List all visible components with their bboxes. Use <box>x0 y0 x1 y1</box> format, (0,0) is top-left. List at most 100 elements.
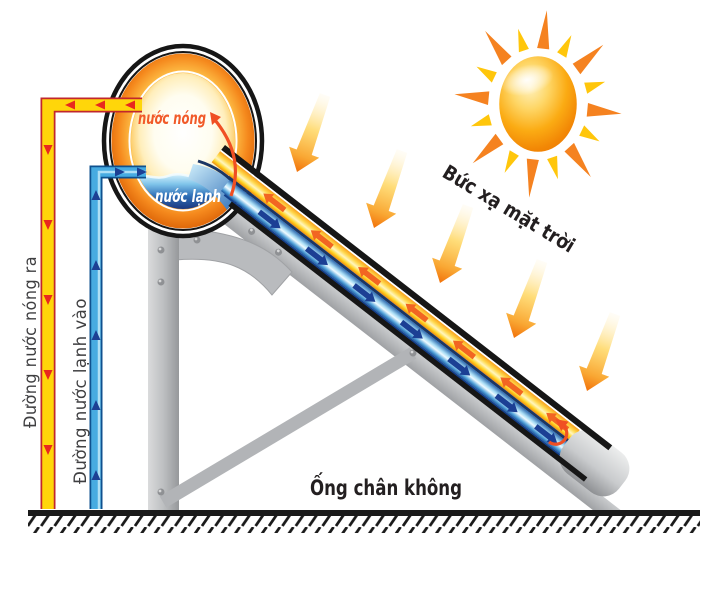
sun-ray-spike <box>518 28 529 53</box>
cold-flow-arrow <box>399 319 423 339</box>
tube-channel-divider <box>227 175 572 444</box>
solar-ray-arrow-shape <box>579 312 621 391</box>
cold-flow-arrow <box>304 246 328 266</box>
tube-flow-arrows <box>257 193 570 443</box>
tank-inner-outline <box>109 51 257 231</box>
hot-pipe-arrow <box>43 370 53 380</box>
rivet <box>274 248 282 256</box>
cold-pipe-arrow <box>91 400 101 410</box>
solar-ray-arrow <box>366 149 408 228</box>
ground-hatch <box>28 516 700 533</box>
sun-ray-spike <box>579 125 600 142</box>
sun-ray-spike <box>454 91 490 105</box>
rivet-highlight <box>250 228 253 232</box>
sun-ray-spike <box>572 44 604 75</box>
hot-pipe-arrow <box>125 100 135 110</box>
rivet <box>157 278 165 286</box>
stand-post <box>148 228 179 512</box>
sun-highlight <box>500 64 554 96</box>
sun-ray-spike <box>472 133 504 164</box>
solar-ray-arrows <box>289 93 621 391</box>
cold-flow-arrow <box>494 393 518 413</box>
hot-flow-arrow <box>452 340 477 360</box>
rivet-highlight <box>410 350 414 354</box>
cold-flow-arrow <box>257 209 281 229</box>
hot-out-pipe-label: Đường nước nóng ra <box>21 256 41 428</box>
post-rivets <box>157 236 417 496</box>
cold-pipe-arrow <box>137 167 147 177</box>
cold-pipe-arrow <box>91 330 101 340</box>
solar-ray-arrow <box>432 204 474 283</box>
sun-ray-spike <box>504 150 519 173</box>
sun-ray-spike <box>584 81 606 94</box>
rivet-highlight <box>158 247 162 251</box>
hot-flow-arrow <box>310 230 334 250</box>
solar-ray-arrow-shape <box>366 149 408 228</box>
tube-support-rail <box>210 199 640 539</box>
cold-water-label: nước lạnh <box>155 187 221 207</box>
sun-ray-spike <box>526 158 539 198</box>
tube-hot-channel <box>211 151 580 442</box>
solar-ray-arrow-shape <box>289 93 331 172</box>
solar-ray-arrow-shape <box>506 259 548 338</box>
convection-arrow <box>213 118 238 197</box>
cold-pipe-arrow <box>115 167 125 177</box>
solar-ray-arrow <box>289 93 331 172</box>
u-turn-arrow-head <box>555 418 569 432</box>
tube-end-cap <box>559 430 630 497</box>
hot-pipe-arrow <box>43 445 53 455</box>
rivet <box>157 246 165 254</box>
sun-ray-spike <box>476 66 497 83</box>
cold-pipe-outline <box>89 165 146 509</box>
sun-rays <box>454 10 622 198</box>
cold-pipe-fill <box>91 167 146 509</box>
cold-water-in-pipe <box>89 165 147 509</box>
rivet-highlight <box>158 279 162 283</box>
stand-frame <box>148 199 640 539</box>
hot-pipe-arrow <box>43 145 53 155</box>
rivet <box>157 488 165 496</box>
ground <box>28 510 700 533</box>
hot-pipe-arrow <box>43 295 53 305</box>
cold-pipe-arrow <box>91 260 101 270</box>
hot-flow-arrow <box>405 303 429 323</box>
hot-water-label: nước nóng <box>138 109 206 129</box>
cold-flow-arrow <box>447 356 471 376</box>
hot-flow-arrow <box>263 193 287 213</box>
cold-pipe-arrow <box>91 470 101 480</box>
rivet-highlight <box>158 489 162 493</box>
vacuum-tube-collector <box>211 144 630 497</box>
tank-shell-seam <box>128 70 238 212</box>
sun <box>454 10 622 198</box>
solar-ray-arrow <box>579 312 621 391</box>
sun-ray-spike <box>586 103 622 117</box>
rivet <box>193 236 201 244</box>
cold-flow-arrow <box>352 283 376 302</box>
hot-flow-arrow <box>500 377 524 397</box>
hot-pipe-arrow <box>65 100 75 110</box>
tube-top-seam <box>220 149 581 431</box>
tube-cold-channel-edge <box>223 194 561 457</box>
solar-ray-arrow-shape <box>432 204 474 283</box>
stand-diagonal-brace <box>159 347 417 508</box>
hot-pipe-flow-arrows <box>43 100 135 455</box>
rivet-highlight <box>276 249 280 253</box>
vacuum-tube-label: Ống chân không <box>310 472 462 500</box>
u-turn-flow-arrow <box>548 423 569 446</box>
ground-line <box>28 510 700 516</box>
rivet <box>248 227 256 235</box>
hot-pipe-arrow <box>95 100 105 110</box>
cold-pipe-flow-arrows <box>91 167 147 480</box>
sun-ray-spike <box>485 30 512 66</box>
stand-arch-bracket <box>151 229 293 296</box>
solar-ray-arrow <box>506 259 548 338</box>
cold-pipe-arrow <box>91 190 101 200</box>
cold-in-pipe-label: Đường nước lạnh vào <box>71 298 91 484</box>
cold-pipe-highlight <box>97 170 146 509</box>
hot-pipe-arrow <box>43 220 53 230</box>
tube-top-border <box>221 144 613 451</box>
sun-ray-spike <box>470 114 492 127</box>
sun-ray-spike <box>547 155 558 180</box>
